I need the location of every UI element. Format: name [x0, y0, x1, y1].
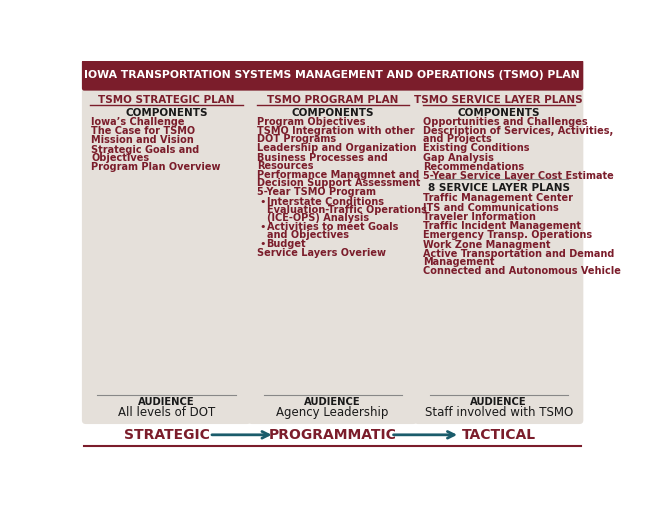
Text: ITS and Communications: ITS and Communications [423, 203, 559, 213]
Text: Decision Support Assessment: Decision Support Assessment [257, 178, 421, 188]
Text: Traffic Management Center: Traffic Management Center [423, 193, 574, 204]
FancyBboxPatch shape [414, 87, 583, 424]
Text: 8 SERVICE LAYER PLANS: 8 SERVICE LAYER PLANS [428, 183, 570, 193]
Text: Work Zone Managment: Work Zone Managment [423, 240, 551, 249]
Text: •: • [260, 196, 266, 207]
Text: Recommendations: Recommendations [423, 162, 524, 172]
Text: Strategic Goals and: Strategic Goals and [92, 144, 199, 155]
Text: DOT Programs: DOT Programs [257, 134, 336, 144]
Text: 5-Year TSMO Program: 5-Year TSMO Program [257, 187, 376, 197]
Text: COMPONENTS: COMPONENTS [291, 108, 374, 118]
Text: Management: Management [423, 257, 495, 267]
Text: •: • [260, 222, 266, 232]
Text: 5-Year Service Layer Cost Estimate: 5-Year Service Layer Cost Estimate [423, 171, 614, 181]
Text: Evaluation-Traffic Operations: Evaluation-Traffic Operations [267, 205, 426, 215]
Text: Program Plan Overview: Program Plan Overview [92, 162, 221, 172]
Text: and Objectives: and Objectives [267, 230, 349, 240]
Text: All levels of DOT: All levels of DOT [118, 406, 215, 419]
Text: TSMO Integration with other: TSMO Integration with other [257, 126, 415, 136]
Text: Budget: Budget [267, 239, 306, 249]
Text: Leadership and Organization: Leadership and Organization [257, 143, 417, 154]
Text: Existing Conditions: Existing Conditions [423, 143, 530, 154]
Text: Mission and Vision: Mission and Vision [92, 135, 194, 145]
Text: AUDIENCE: AUDIENCE [304, 397, 361, 407]
Text: Traffic Incident Management: Traffic Incident Management [423, 221, 582, 231]
Text: COMPONENTS: COMPONENTS [458, 108, 540, 118]
Text: Activities to meet Goals: Activities to meet Goals [267, 222, 398, 232]
Text: Gap Analysis: Gap Analysis [423, 153, 495, 163]
Text: Description of Services, Activities,: Description of Services, Activities, [423, 126, 614, 136]
Text: Program Objectives: Program Objectives [257, 117, 366, 127]
FancyBboxPatch shape [82, 60, 583, 90]
Text: Connected and Autonomous Vehicle: Connected and Autonomous Vehicle [423, 266, 621, 276]
Text: PROGRAMMATIC: PROGRAMMATIC [269, 428, 397, 442]
Text: The Case for TSMO: The Case for TSMO [92, 126, 195, 136]
Text: Iowa’s Challenge: Iowa’s Challenge [92, 117, 185, 127]
Text: Traveler Information: Traveler Information [423, 212, 536, 222]
Text: •: • [260, 239, 266, 249]
Text: AUDIENCE: AUDIENCE [471, 397, 527, 407]
FancyBboxPatch shape [82, 87, 251, 424]
Text: TSMO SERVICE LAYER PLANS: TSMO SERVICE LAYER PLANS [415, 95, 583, 105]
Text: Emergency Transp. Operations: Emergency Transp. Operations [423, 230, 593, 240]
Text: Business Processes and: Business Processes and [257, 153, 388, 163]
Text: Agency Leadership: Agency Leadership [276, 406, 389, 419]
Text: Performance Managmnet and: Performance Managmnet and [257, 170, 420, 180]
Text: AUDIENCE: AUDIENCE [138, 397, 195, 407]
Text: STRATEGIC: STRATEGIC [123, 428, 210, 442]
Text: Opportunities and Challenges: Opportunities and Challenges [423, 117, 588, 127]
Text: Interstate Conditions: Interstate Conditions [267, 196, 384, 207]
Text: Staff involved with TSMO: Staff involved with TSMO [424, 406, 573, 419]
Text: Resources: Resources [257, 161, 314, 171]
Text: Objectives: Objectives [92, 153, 149, 163]
Text: Active Transportation and Demand: Active Transportation and Demand [423, 249, 615, 259]
Text: TSMO PROGRAM PLAN: TSMO PROGRAM PLAN [267, 95, 398, 105]
Text: Service Layers Overiew: Service Layers Overiew [257, 248, 386, 259]
Text: (ICE-OPS) Analysis: (ICE-OPS) Analysis [267, 213, 369, 223]
Text: IOWA TRANSPORTATION SYSTEMS MANAGEMENT AND OPERATIONS (TSMO) PLAN: IOWA TRANSPORTATION SYSTEMS MANAGEMENT A… [84, 70, 580, 80]
Text: and Projects: and Projects [423, 134, 492, 144]
Text: TSMO STRATEGIC PLAN: TSMO STRATEGIC PLAN [98, 95, 235, 105]
Text: COMPONENTS: COMPONENTS [125, 108, 208, 118]
Text: TACTICAL: TACTICAL [461, 428, 536, 442]
FancyBboxPatch shape [248, 87, 417, 424]
